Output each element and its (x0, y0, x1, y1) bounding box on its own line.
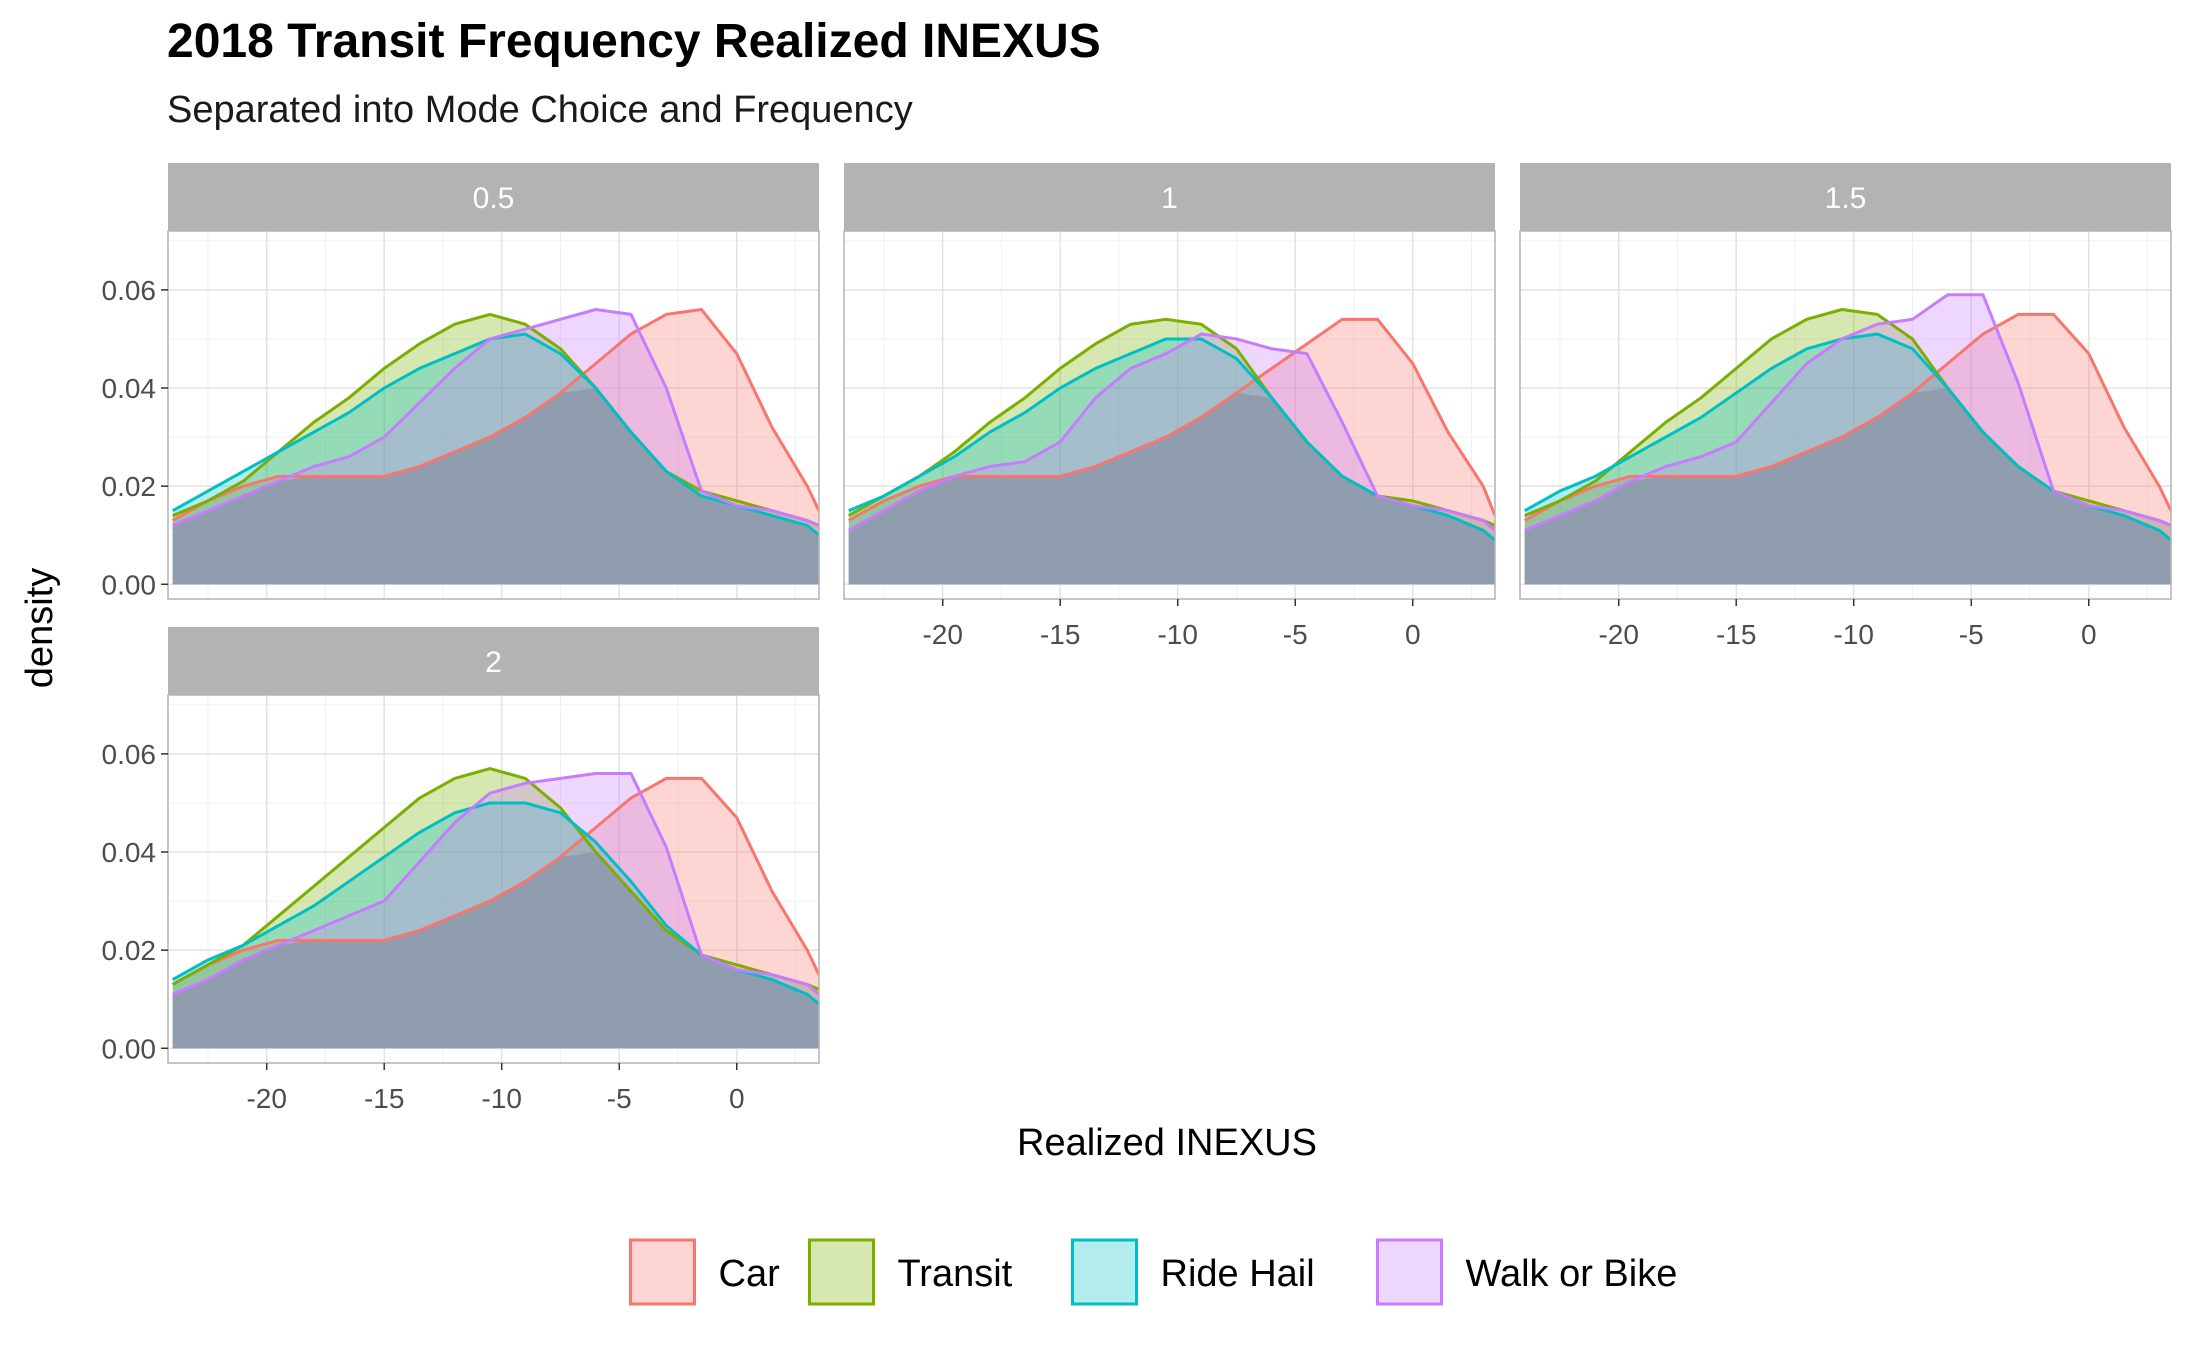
density-fill-ride-hail (848, 338, 1495, 585)
legend-label-car: Car (719, 1253, 781, 1295)
x-tick-label: -5 (607, 1083, 632, 1114)
x-tick-label: -5 (1959, 619, 1984, 650)
legend-swatch-walk-or-bike (1376, 1238, 1443, 1306)
facet-strip-label: 2 (485, 646, 502, 679)
y-axis-title: density (19, 568, 61, 688)
density-fill-walk-or-bike (172, 309, 819, 585)
facet-strip (168, 163, 819, 231)
x-tick-label: -10 (1157, 619, 1197, 650)
x-tick-label: 0 (2081, 619, 2097, 650)
density-fill-walk-or-bike (172, 773, 819, 1049)
x-tick-label: -15 (364, 1083, 404, 1114)
overlap-area (848, 392, 1495, 585)
legend-label-transit: Transit (898, 1253, 1013, 1295)
density-line-walk-or-bike (1524, 293, 2171, 532)
facet-panel-1.5: 1.5 -20 -15 -10 -5 0 (1519, 163, 2172, 650)
x-tick-label: -5 (1283, 619, 1308, 650)
facet-strip-label: 0.5 (473, 182, 515, 215)
density-fill-ride-hail (172, 334, 819, 585)
panel-border (1519, 230, 2172, 600)
density-fill-car (172, 778, 819, 1049)
density-line-car (1523, 312, 2171, 522)
legend-swatch-ride-hail (1071, 1238, 1138, 1306)
density-fill-ride-hail (1524, 334, 2171, 585)
density-fill-transit (172, 768, 819, 1049)
density-line-walk-or-bike (172, 308, 819, 527)
x-tick-label: -20 (1598, 619, 1638, 650)
density-line-transit (847, 317, 1495, 527)
facet-panel-2: 2 0.00 0.02 0.04 0.06 -20 -15 -10 -5 0 (102, 627, 820, 1114)
panel-border (843, 230, 1496, 600)
legend-swatch-transit (808, 1238, 875, 1306)
x-tick-label: -20 (246, 1083, 286, 1114)
density-fill-car (1524, 314, 2171, 585)
x-tick-label: -15 (1040, 619, 1080, 650)
density-line-transit (1524, 308, 2171, 527)
density-fill-transit (172, 314, 819, 585)
y-tick-label: 0.04 (102, 837, 157, 868)
density-line-walk-or-bike (847, 332, 1495, 532)
facet-strip-label: 1 (1161, 182, 1178, 215)
density-line-walk-or-bike (172, 772, 819, 996)
x-tick-label: 0 (1405, 619, 1421, 650)
density-areas (171, 767, 819, 1049)
y-tick-label: 0.06 (102, 739, 157, 770)
density-line-transit (171, 767, 819, 991)
y-tick-label: 0.00 (102, 1033, 157, 1064)
density-fill-car (848, 319, 1495, 585)
y-tick-label: 0.02 (102, 471, 157, 502)
y-tick-label: 0.06 (102, 275, 157, 306)
density-fill-transit (1524, 309, 2171, 585)
facet-panel-1: 1 -20 -15 -10 -5 0 (843, 163, 1496, 650)
density-line-car (171, 776, 819, 986)
density-fill-walk-or-bike (848, 334, 1495, 585)
legend: Car Transit Ride Hail Walk or Bike (629, 1238, 1678, 1306)
y-tick-label: 0.04 (102, 373, 157, 404)
density-areas (1523, 293, 2171, 585)
y-tick-label: 0.00 (102, 569, 157, 600)
density-fill-ride-hail (172, 802, 819, 1049)
x-tick-label: -10 (1833, 619, 1873, 650)
density-areas (847, 317, 1495, 585)
chart-title: 2018 Transit Frequency Realized INEXUS (167, 15, 1101, 68)
density-line-car (171, 308, 819, 522)
legend-label-walk-or-bike: Walk or Bike (1466, 1253, 1678, 1295)
density-areas (171, 308, 819, 585)
legend-label-ride-hail: Ride Hail (1161, 1253, 1315, 1295)
panel-border (167, 694, 820, 1064)
panel-border (167, 230, 820, 600)
density-line-car (847, 317, 1495, 522)
chart-subtitle: Separated into Mode Choice and Frequency (167, 89, 913, 131)
facet-strip (844, 163, 1495, 231)
density-fill-car (172, 309, 819, 585)
x-axis-title: Realized INEXUS (1017, 1122, 1317, 1164)
x-tick-label: -20 (922, 619, 962, 650)
x-tick-label: 0 (729, 1083, 745, 1114)
density-fill-walk-or-bike (1524, 294, 2171, 585)
facet-strip-label: 1.5 (1825, 182, 1867, 215)
facet-strip (168, 627, 819, 695)
x-tick-label: -15 (1716, 619, 1756, 650)
density-fill-transit (848, 319, 1495, 585)
facet-panel-0.5: 0.5 0.00 0.02 0.04 0.06 (102, 163, 820, 600)
overlap-area (1524, 388, 2171, 585)
legend-swatch-car (629, 1238, 696, 1306)
y-tick-label: 0.02 (102, 935, 157, 966)
x-tick-label: -10 (481, 1083, 521, 1114)
facet-strip (1520, 163, 2171, 231)
overlap-area (172, 852, 819, 1049)
overlap-area (172, 388, 819, 585)
